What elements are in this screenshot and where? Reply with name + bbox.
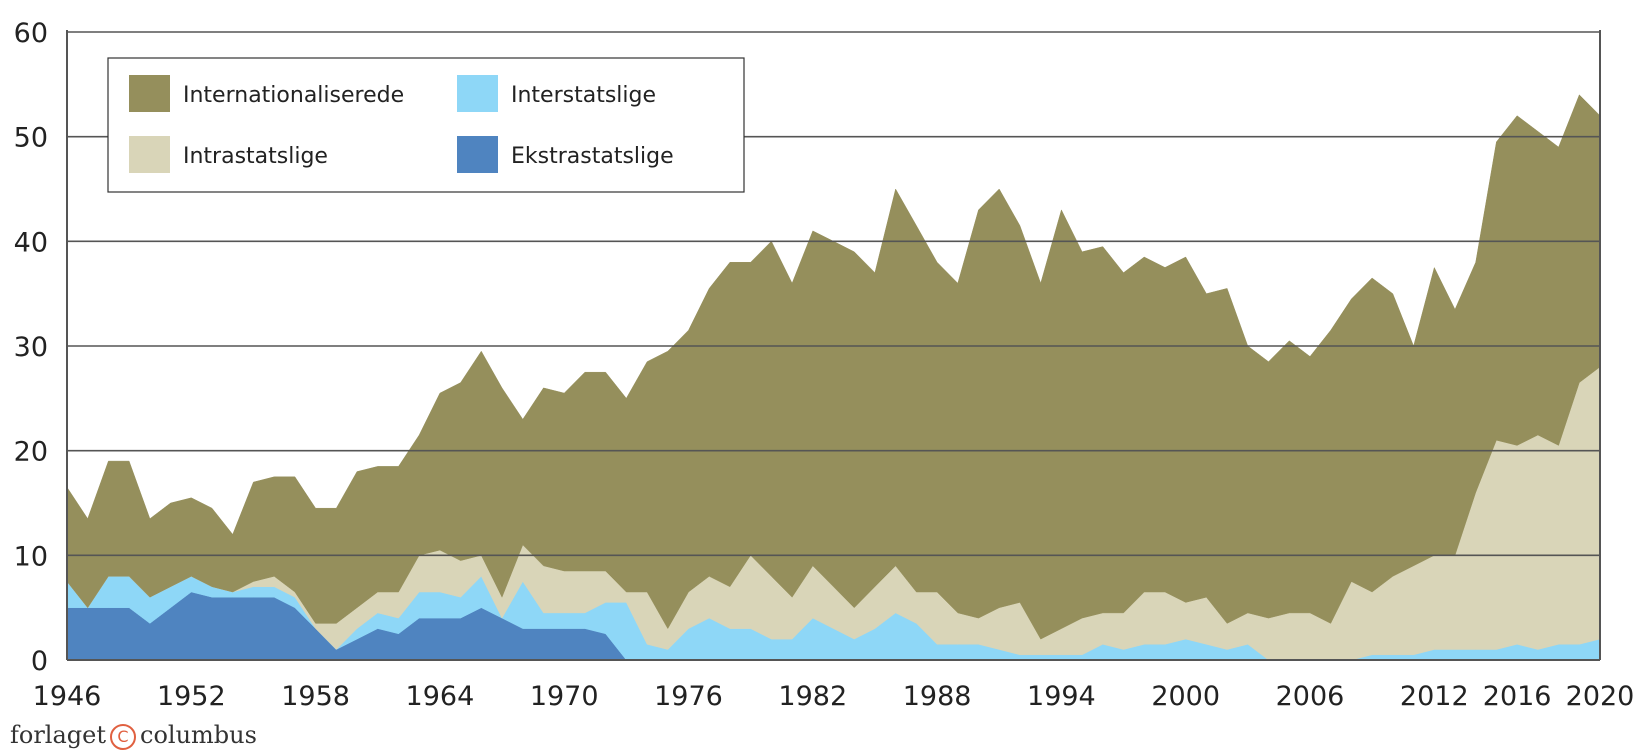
legend-swatch [129,136,170,173]
x-tick-label: 1994 [1027,681,1096,712]
y-tick-label: 10 [14,541,48,572]
y-tick-label: 20 [14,437,48,468]
x-tick-labels: 1946 1952 1958 1964 1970 1976 1982 1988 1994 2000… [33,681,1635,712]
x-tick-label: 1964 [406,681,475,712]
x-tick-label: 1970 [530,681,599,712]
x-tick-label: 1976 [654,681,723,712]
legend-label: Ekstrastatslige [511,144,674,169]
legend: Internationaliserede Interstatslige Intras… [107,57,745,193]
legend-swatch [457,75,498,112]
y-tick-label: 60 [14,18,48,49]
x-tick-label: 2000 [1151,681,1220,712]
x-tick-label: 1988 [903,681,972,712]
y-tick-label: 50 [14,123,48,154]
y-tick-label: 40 [14,227,48,258]
y-tick-label: 0 [31,646,48,677]
legend-swatch [457,136,498,173]
legend-label: Interstatslige [511,83,656,108]
x-tick-label: 2016 [1483,681,1552,712]
x-tick-label: 1946 [33,681,102,712]
x-tick-label: 2020 [1566,681,1635,712]
legend-label: Intrastatslige [183,144,328,169]
y-tick-label: 30 [14,332,48,363]
x-tick-label: 1982 [778,681,847,712]
legend-box [107,57,745,193]
axes [66,30,1601,661]
legend-label: Internationaliserede [183,83,404,108]
brand-text-right: columbus [140,721,257,749]
x-tick-label: 1952 [157,681,226,712]
copyright-mark-icon: C [110,723,136,750]
brand-text-left: forlaget [10,721,106,749]
x-tick-label: 2006 [1276,681,1345,712]
legend-swatch [129,75,170,112]
x-tick-label: 2012 [1400,681,1469,712]
y-tick-labels: 0 10 20 30 40 50 60 [14,18,48,677]
x-tick-label: 1958 [281,681,350,712]
